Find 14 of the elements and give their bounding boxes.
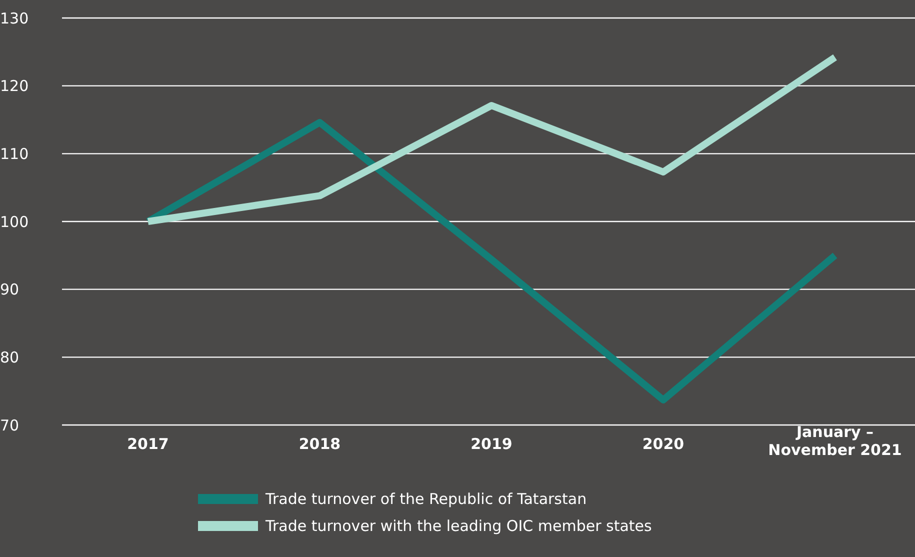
- y-tick-label: 70: [0, 416, 20, 434]
- y-tick-label: 110: [0, 144, 29, 163]
- y-tick-label: 100: [0, 212, 29, 231]
- y-tick-label: 130: [0, 9, 29, 28]
- x-tick-label: 2018: [298, 435, 341, 453]
- y-tick-label: 90: [0, 280, 20, 299]
- x-tick-label: 2020: [642, 435, 684, 453]
- y-tick-label: 120: [0, 77, 29, 96]
- x-tick-label: 2017: [127, 435, 169, 453]
- legend-label: Trade turnover with the leading OIC member states: [266, 516, 652, 534]
- x-tick-label: January – November 2021: [768, 423, 902, 459]
- legend-label: Trade turnover of the Republic of Tatarstan: [266, 490, 587, 508]
- y-tick-label: 80: [0, 348, 20, 366]
- x-tick-label: 2019: [470, 435, 512, 453]
